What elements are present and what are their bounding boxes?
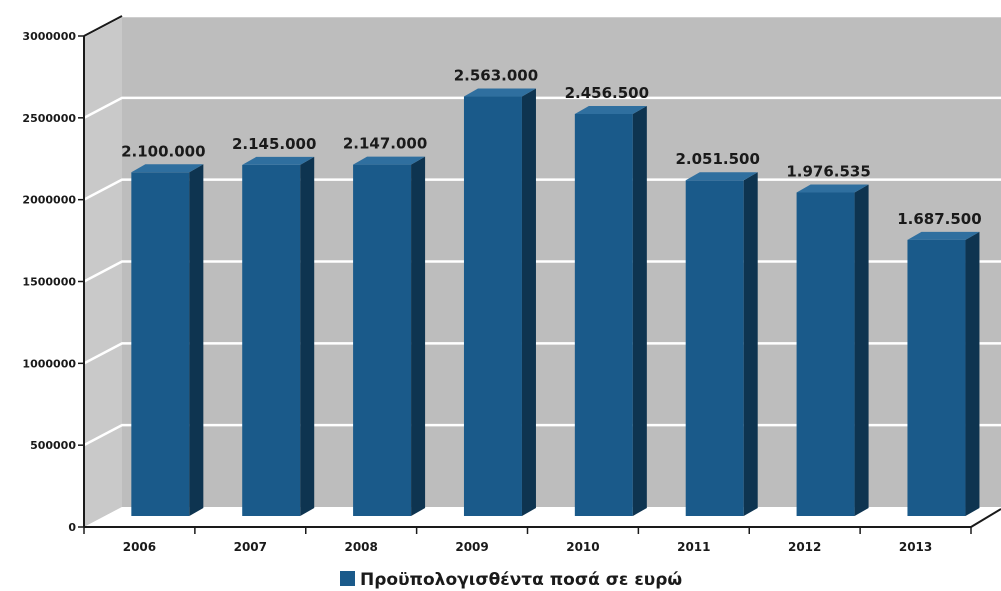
data-label: 2.051.500 bbox=[675, 150, 759, 168]
bar-front bbox=[907, 239, 966, 516]
bar-side bbox=[300, 156, 315, 516]
bar-top bbox=[463, 88, 536, 97]
bar-top bbox=[907, 231, 980, 240]
x-tick-label: 2013 bbox=[899, 540, 932, 554]
x-tick-label: 2006 bbox=[123, 540, 156, 554]
bar bbox=[353, 156, 426, 516]
data-label: 2.147.000 bbox=[343, 135, 427, 153]
y-tick-label: 0 bbox=[68, 521, 76, 534]
y-tick-label: 3000000 bbox=[22, 30, 76, 43]
y-tick-label: 500000 bbox=[30, 439, 76, 452]
bar-side bbox=[965, 231, 980, 516]
data-label: 2.456.500 bbox=[565, 84, 649, 102]
bar-side bbox=[743, 172, 758, 516]
x-tick-label: 2010 bbox=[566, 540, 599, 554]
bars bbox=[131, 88, 980, 517]
y-tick-label: 1000000 bbox=[22, 357, 76, 370]
data-label: 2.100.000 bbox=[121, 142, 205, 160]
x-axis-ticks: 2006 2007 2008 2009 2010 2011 2012 2013 bbox=[83, 527, 972, 554]
x-tick-label: 2009 bbox=[455, 540, 488, 554]
bar-top bbox=[796, 184, 869, 193]
x-tick-label: 2008 bbox=[344, 540, 377, 554]
data-label: 1.976.535 bbox=[786, 163, 870, 181]
bar-top bbox=[685, 172, 758, 181]
x-tick-label: 2012 bbox=[788, 540, 821, 554]
bar-front bbox=[463, 96, 522, 516]
y-tick-label: 1500000 bbox=[22, 276, 76, 289]
bar-side bbox=[632, 105, 647, 517]
bar-side bbox=[854, 184, 869, 516]
bar-front bbox=[796, 192, 855, 516]
bar bbox=[796, 184, 869, 516]
bar-top bbox=[131, 164, 204, 173]
bar-front bbox=[685, 180, 744, 516]
bar bbox=[907, 231, 980, 516]
bar bbox=[685, 172, 758, 516]
bar bbox=[574, 105, 647, 517]
y-axis-ticks: 0 500000 1000000 1500000 2000000 2500000 30000… bbox=[22, 30, 84, 534]
y-tick-label: 2500000 bbox=[22, 112, 76, 125]
depth-edge-right bbox=[970, 508, 1001, 528]
floor bbox=[84, 507, 1001, 527]
data-label: 1.687.500 bbox=[897, 210, 981, 228]
bar-front bbox=[131, 172, 190, 517]
bar bbox=[131, 164, 204, 517]
bar bbox=[463, 88, 536, 516]
bar-top bbox=[242, 156, 315, 165]
legend-label: Προϋπολογισθέντα ποσά σε ευρώ bbox=[360, 570, 682, 590]
legend: Προϋπολογισθέντα ποσά σε ευρώ bbox=[340, 570, 682, 590]
x-tick-label: 2011 bbox=[677, 540, 710, 554]
depth-edge-top bbox=[83, 15, 123, 37]
legend-swatch bbox=[340, 571, 355, 586]
data-labels: 2.100.000 2.145.000 2.147.000 2.563.000 2.45… bbox=[121, 67, 982, 228]
bar-side bbox=[521, 88, 536, 516]
bar-front bbox=[574, 113, 633, 517]
data-label: 2.563.000 bbox=[454, 67, 538, 85]
bar-top bbox=[353, 156, 426, 165]
bar-side bbox=[411, 156, 426, 516]
y-tick-label: 2000000 bbox=[22, 194, 76, 207]
x-tick-label: 2007 bbox=[234, 540, 267, 554]
bar-side bbox=[189, 164, 204, 517]
gridline bbox=[83, 96, 1001, 119]
bar-front bbox=[242, 164, 301, 516]
bar-front bbox=[353, 164, 412, 516]
bar bbox=[242, 156, 315, 516]
data-label: 2.145.000 bbox=[232, 135, 316, 153]
bar-top bbox=[574, 105, 647, 114]
